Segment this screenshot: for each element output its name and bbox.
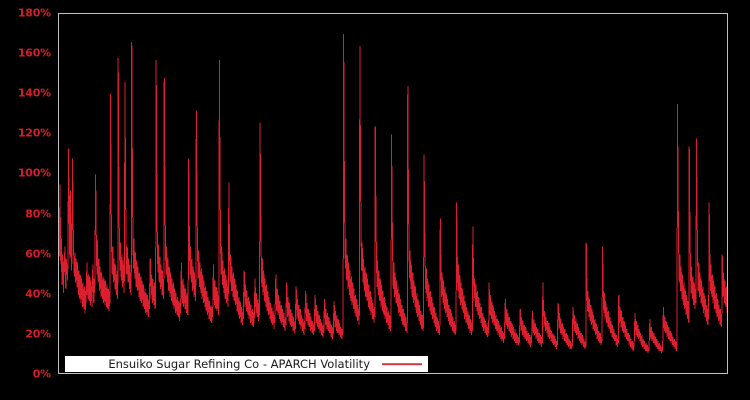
legend-entry-label: Ensuiko Sugar Refining Co - APARCH Volat…: [108, 357, 370, 371]
y-axis-tick-label: 180%: [17, 6, 51, 20]
y-axis-tick-label: 160%: [17, 46, 51, 60]
y-axis-tick-label: 120%: [17, 126, 51, 140]
y-axis-labels: 180% 160% 140% 120% 100% 80% 60% 40% 20% 0%: [0, 0, 56, 400]
legend-line-sample: [380, 356, 424, 372]
chart-legend: Ensuiko Sugar Refining Co - APARCH Volat…: [65, 356, 428, 372]
y-axis-tick-label: 20%: [25, 327, 51, 341]
y-axis-tick-label: 40%: [25, 287, 51, 301]
series-line-path: [59, 34, 727, 353]
y-axis-tick-label: 100%: [17, 166, 51, 180]
series-polyline: [59, 34, 727, 353]
y-axis-tick-label: 60%: [25, 247, 51, 261]
legend-line-icon: [382, 363, 422, 365]
y-axis-tick-label: 0%: [32, 367, 51, 381]
y-axis-tick-label: 140%: [17, 86, 51, 100]
y-axis-tick-label: 80%: [25, 207, 51, 221]
plot-area: [58, 13, 728, 374]
